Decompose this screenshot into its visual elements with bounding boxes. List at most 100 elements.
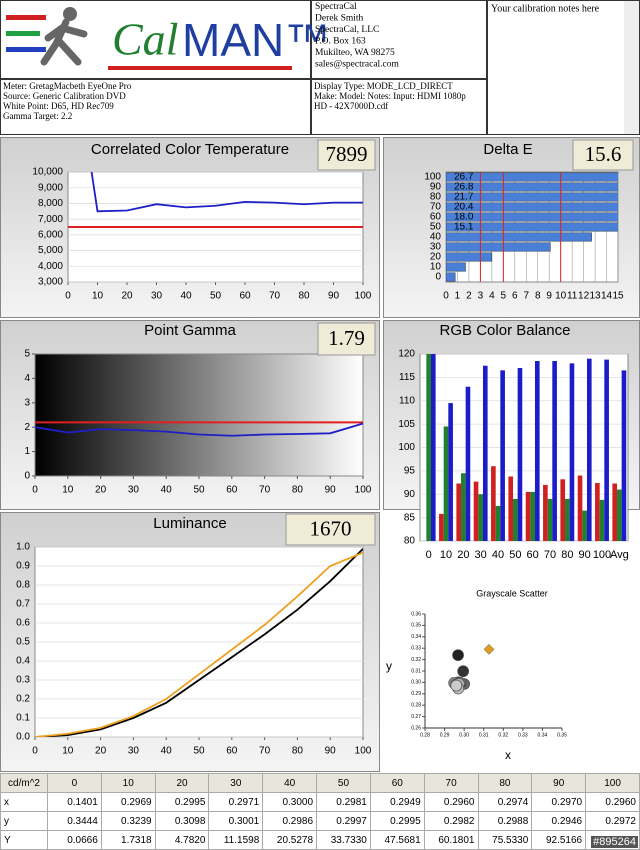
bar xyxy=(560,479,566,541)
table-cell: 75.5330 xyxy=(477,830,533,850)
y-tick-label: 3,000 xyxy=(38,277,63,288)
contact-line: P.O. Box 163 xyxy=(315,37,366,47)
x-tick-label: 80 xyxy=(561,549,573,561)
bar xyxy=(446,182,618,192)
x-tick-label: 20 xyxy=(121,291,133,302)
y-tick-label: 85 xyxy=(404,512,416,523)
x-tick-label: 0 xyxy=(32,485,38,496)
data-table: cd/m^2 0 10 20 30 40 50 60 70 80 90 100 x 0.1401 0.296… xyxy=(0,773,640,850)
table-cell: 0.2972 xyxy=(585,811,640,831)
y-tick-label: 0.32 xyxy=(411,657,421,663)
y-tick-label: 10,000 xyxy=(32,167,63,178)
x-tick-label: 20 xyxy=(95,746,107,757)
x-tick-label: 5 xyxy=(501,291,507,302)
y-tick-label: 0.34 xyxy=(411,634,421,640)
table-cell: 0.2969 xyxy=(100,792,156,812)
chart-title: RGB Color Balance xyxy=(440,322,571,339)
x-tick-label: 6 xyxy=(512,291,518,302)
x-tick-label: Avg xyxy=(610,549,629,561)
y-tick-label: 100 xyxy=(424,172,441,183)
y-axis-label: y xyxy=(386,659,392,673)
header-cell: 20 xyxy=(154,773,210,793)
x-tick-label: 90 xyxy=(579,549,591,561)
logo-stripe xyxy=(6,31,40,36)
bar xyxy=(547,498,553,541)
y-tick-label: 115 xyxy=(399,372,415,383)
x-tick-label: 20 xyxy=(457,549,469,561)
x-tick-label: 50 xyxy=(210,291,222,302)
x-tick-label: 70 xyxy=(544,549,556,561)
value-label: 21.7 xyxy=(454,192,474,203)
y-tick-label: 0.4 xyxy=(16,656,30,667)
meter-line: White Point: D65, HD Rec709 xyxy=(3,101,114,111)
y-tick-label: 1 xyxy=(24,446,30,457)
x-tick-label: 30 xyxy=(128,485,140,496)
y-tick-label: 9,000 xyxy=(38,182,63,193)
logo-text: Cal xyxy=(112,14,178,65)
x-tick-label: 20 xyxy=(95,485,107,496)
x-tick-label: 2 xyxy=(466,291,472,302)
target-point xyxy=(483,643,495,655)
bar xyxy=(500,370,505,541)
y-tick-label: 7,000 xyxy=(38,214,63,225)
table-cell: 0.2970 xyxy=(531,792,587,812)
x-tick-label: 0 xyxy=(65,291,71,302)
bar xyxy=(491,466,496,541)
y-tick-label: 105 xyxy=(398,419,415,430)
x-tick-label: 0.28 xyxy=(420,732,430,738)
table-cell: 0.3239 xyxy=(100,811,156,831)
chart-title: Correlated Color Temperature xyxy=(91,141,289,158)
x-tick-label: 10 xyxy=(440,549,452,561)
y-tick-label: 4 xyxy=(24,373,30,384)
table-cell: 0.3098 xyxy=(154,811,210,831)
x-tick-label: 0.32 xyxy=(498,732,508,738)
bar xyxy=(525,491,531,541)
y-tick-label: 5,000 xyxy=(38,245,63,256)
y-tick-label: 0.8 xyxy=(16,580,30,591)
y-tick-label: 0.30 xyxy=(411,680,421,686)
y-tick-label: 90 xyxy=(430,182,442,193)
y-tick-label: 0.5 xyxy=(16,637,30,648)
x-tick-label: 70 xyxy=(259,485,271,496)
bar xyxy=(446,172,618,182)
table-cell: 4.7820 xyxy=(154,830,210,850)
x-tick-label: 1 xyxy=(455,291,461,302)
contact-line: Mukilteo, WA 98275 xyxy=(315,48,395,58)
bar xyxy=(565,498,570,541)
x-tick-label: 0.30 xyxy=(459,732,469,738)
table-cell: 0.2946 xyxy=(531,811,587,831)
table-cell: 0.2988 xyxy=(477,811,533,831)
y-tick-label: 120 xyxy=(398,349,415,360)
y-tick-label: 0 xyxy=(435,272,441,283)
bar xyxy=(595,483,600,541)
x-tick-label: 100 xyxy=(593,549,611,561)
contact-line: Derek Smith xyxy=(315,14,364,24)
table-cell: 0.2995 xyxy=(154,792,210,812)
table-cell: 47.5681 xyxy=(369,830,425,850)
x-tick-label: 40 xyxy=(161,485,173,496)
y-tick-label: 95 xyxy=(404,466,416,477)
y-tick-label: 10 xyxy=(430,262,442,273)
bar xyxy=(443,426,449,541)
bar xyxy=(569,363,575,541)
plot-area xyxy=(34,353,364,477)
x-tick-label: 0.34 xyxy=(538,732,548,738)
y-tick-label: 0.27 xyxy=(411,714,421,720)
header-cell: 10 xyxy=(100,773,156,793)
bar xyxy=(448,403,453,541)
scrollbar xyxy=(624,1,639,134)
x-tick-label: 40 xyxy=(180,291,192,302)
value-label: 15.1 xyxy=(454,222,474,233)
table-cell: 60.1801 xyxy=(423,830,479,850)
header-cell: cd/m^2 xyxy=(0,773,48,793)
table-cell: Y xyxy=(0,830,48,850)
y-tick-label: 100 xyxy=(398,442,415,453)
meter-line: Gamma Target: 2.2 xyxy=(3,111,72,121)
chart-title: Grayscale Scatter xyxy=(476,588,548,598)
y-tick-label: 0.29 xyxy=(411,691,421,697)
x-tick-label: 40 xyxy=(492,549,504,561)
x-tick-label: 4 xyxy=(489,291,495,302)
readout-value: 1.79 xyxy=(328,326,365,350)
y-tick-label: 90 xyxy=(404,489,416,500)
scatter-point xyxy=(450,679,463,692)
